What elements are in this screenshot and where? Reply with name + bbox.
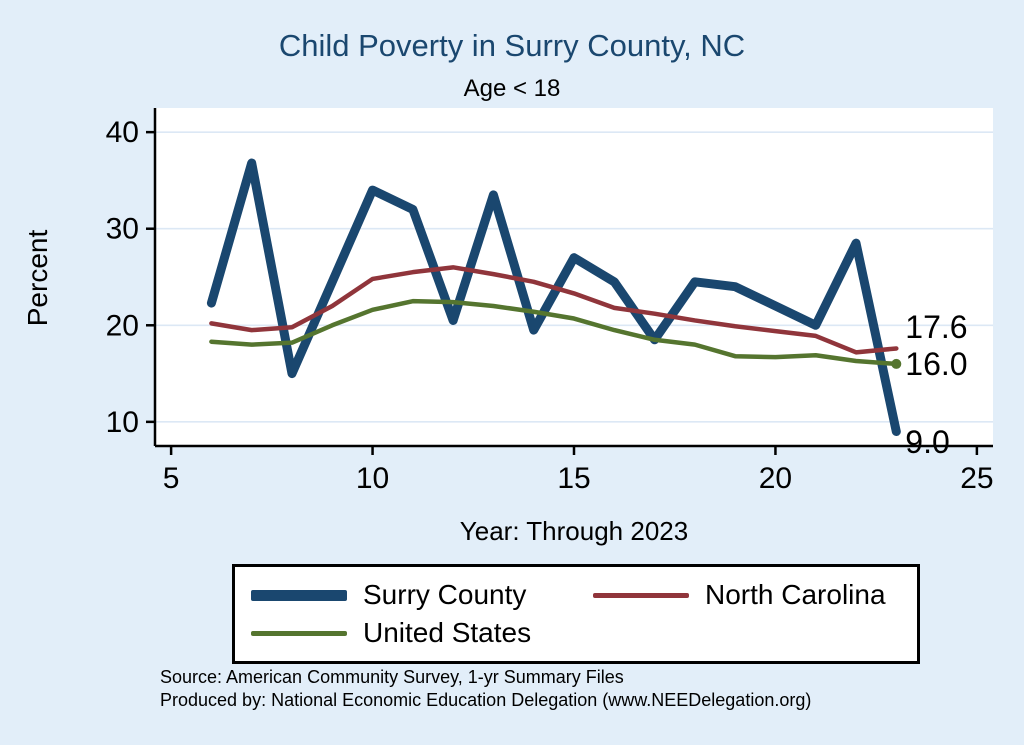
x-tick-label: 25 bbox=[960, 462, 993, 495]
x-tick-label: 5 bbox=[163, 462, 180, 495]
y-tick-label: 10 bbox=[106, 406, 139, 439]
x-tick-label: 10 bbox=[356, 462, 389, 495]
plot-background bbox=[155, 108, 993, 446]
series-line-north-carolina bbox=[209, 265, 899, 355]
legend-item-north-carolina: North Carolina bbox=[593, 579, 901, 611]
end-value-label: 9.0 bbox=[905, 424, 949, 460]
legend-label: United States bbox=[363, 617, 532, 648]
y-tick-label: 40 bbox=[106, 116, 139, 149]
legend-swatch bbox=[251, 630, 347, 636]
legend-label: Surry County bbox=[363, 579, 527, 610]
legend-item-surry-county: Surry County bbox=[251, 579, 593, 611]
x-tick-label: 15 bbox=[557, 462, 590, 495]
legend: Surry County North Carolina United States bbox=[232, 564, 920, 664]
produced-by-line: Produced by: National Economic Education… bbox=[160, 689, 812, 710]
plot-area: 10 20 30 40 5 10 15 20 25 17.616.0 9.0 bbox=[106, 108, 994, 495]
y-tick-label: 30 bbox=[106, 213, 139, 246]
legend-swatch bbox=[593, 592, 689, 598]
legend-item-united-states: United States bbox=[251, 617, 593, 649]
legend-label: North Carolina bbox=[705, 579, 886, 610]
x-axis-label: Year: Through 2023 bbox=[459, 516, 689, 546]
chart-subtitle: Age < 18 bbox=[463, 75, 561, 102]
end-value-label: 17.6 bbox=[905, 309, 967, 345]
source-line: Source: American Community Survey, 1-yr … bbox=[160, 667, 624, 687]
y-tick-label: 20 bbox=[106, 309, 139, 342]
series-end-marker bbox=[891, 358, 902, 369]
series-line-surry-county bbox=[206, 158, 901, 437]
legend-swatch bbox=[251, 589, 347, 601]
source-note: Source: American Community Survey, 1-yr … bbox=[160, 666, 811, 711]
end-value-label: 16.0 bbox=[905, 346, 967, 382]
x-tick-label: 20 bbox=[759, 462, 792, 495]
chart-title: Child Poverty in Surry County, NC bbox=[278, 28, 746, 63]
series-line-united-states bbox=[209, 298, 899, 367]
y-axis-label: Percent bbox=[22, 229, 53, 327]
